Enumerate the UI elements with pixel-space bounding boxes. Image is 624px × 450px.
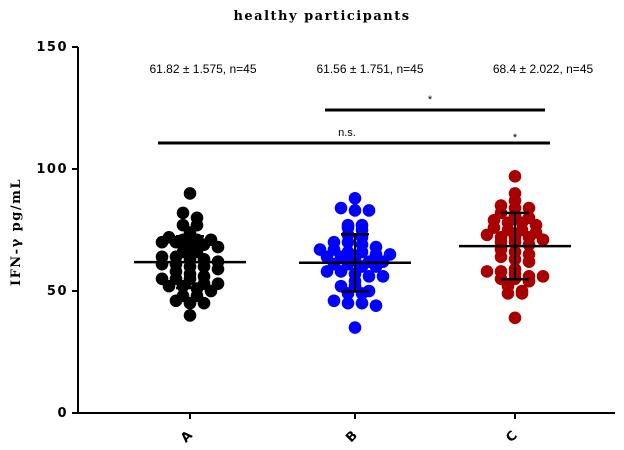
data-point-a — [155, 250, 169, 264]
data-point-c — [494, 199, 508, 212]
data-point-b — [348, 321, 362, 334]
summary-label-b: 61.56 ± 1.751, n=45 — [316, 62, 423, 76]
data-point-b — [313, 243, 327, 256]
data-point-b — [348, 204, 362, 217]
y-tick-label: 50 — [47, 284, 68, 299]
data-point-a — [162, 231, 176, 244]
x-tick-label-a: A — [178, 427, 197, 446]
data-point-b — [341, 296, 355, 310]
data-point-a — [190, 211, 204, 225]
annotations: 61.82 ± 1.575, n=45 61.56 ± 1.751, n=45 68… — [149, 62, 593, 76]
data-point-c — [508, 311, 522, 325]
data-point-a — [211, 277, 225, 290]
summary-label-c: 68.4 ± 2.022, n=45 — [493, 62, 594, 76]
data-point-c — [494, 265, 508, 278]
significance-label: * — [513, 132, 518, 144]
data-point-a — [176, 206, 190, 220]
data-point-c — [536, 270, 550, 283]
significance-label: * — [428, 94, 433, 106]
significance-bars: * * n.s. — [158, 94, 550, 145]
data-point-a — [176, 218, 190, 232]
data-point-a — [155, 272, 169, 286]
chart-title: healthy participants — [233, 9, 410, 24]
data-point-b — [327, 235, 341, 249]
data-point-a — [197, 270, 211, 283]
data-point-b — [341, 218, 355, 232]
data-point-b — [334, 279, 348, 293]
data-point-c — [522, 201, 536, 215]
data-point-a — [183, 309, 197, 322]
data-point-b — [376, 270, 390, 283]
y-tick-label: 150 — [36, 40, 68, 55]
data-point-a — [183, 187, 197, 200]
y-axis-label: IFN-γ pg/mL — [9, 178, 24, 286]
data-point-c — [522, 270, 536, 283]
data-point-b — [341, 245, 355, 259]
data-point-b — [355, 296, 369, 310]
data-point-c — [515, 284, 529, 298]
data-point-b — [334, 201, 348, 215]
significance-label: n.s. — [338, 127, 356, 139]
data-points — [155, 170, 550, 334]
y-tick-label: 0 — [57, 406, 68, 421]
data-point-b — [362, 204, 376, 217]
error-bars — [134, 211, 571, 293]
data-point-c — [508, 187, 522, 200]
data-point-b — [362, 270, 376, 283]
data-point-b — [327, 294, 341, 308]
data-point-b — [369, 299, 383, 312]
data-point-a — [176, 289, 190, 303]
data-point-c — [522, 211, 536, 225]
data-point-b — [369, 240, 383, 254]
x-tick-label-b: B — [343, 427, 362, 446]
y-tick-label: 100 — [36, 162, 68, 177]
data-point-a — [204, 233, 218, 247]
x-tick-label-c: C — [503, 427, 521, 445]
axes: 0 50 100 150 A B C — [36, 40, 615, 446]
data-point-c — [522, 248, 536, 261]
data-point-c — [480, 265, 494, 278]
data-point-b — [348, 191, 362, 205]
summary-label-a: 61.82 ± 1.575, n=45 — [149, 62, 256, 76]
data-point-c — [508, 170, 522, 183]
data-point-b — [355, 218, 369, 232]
data-point-b — [383, 248, 397, 261]
